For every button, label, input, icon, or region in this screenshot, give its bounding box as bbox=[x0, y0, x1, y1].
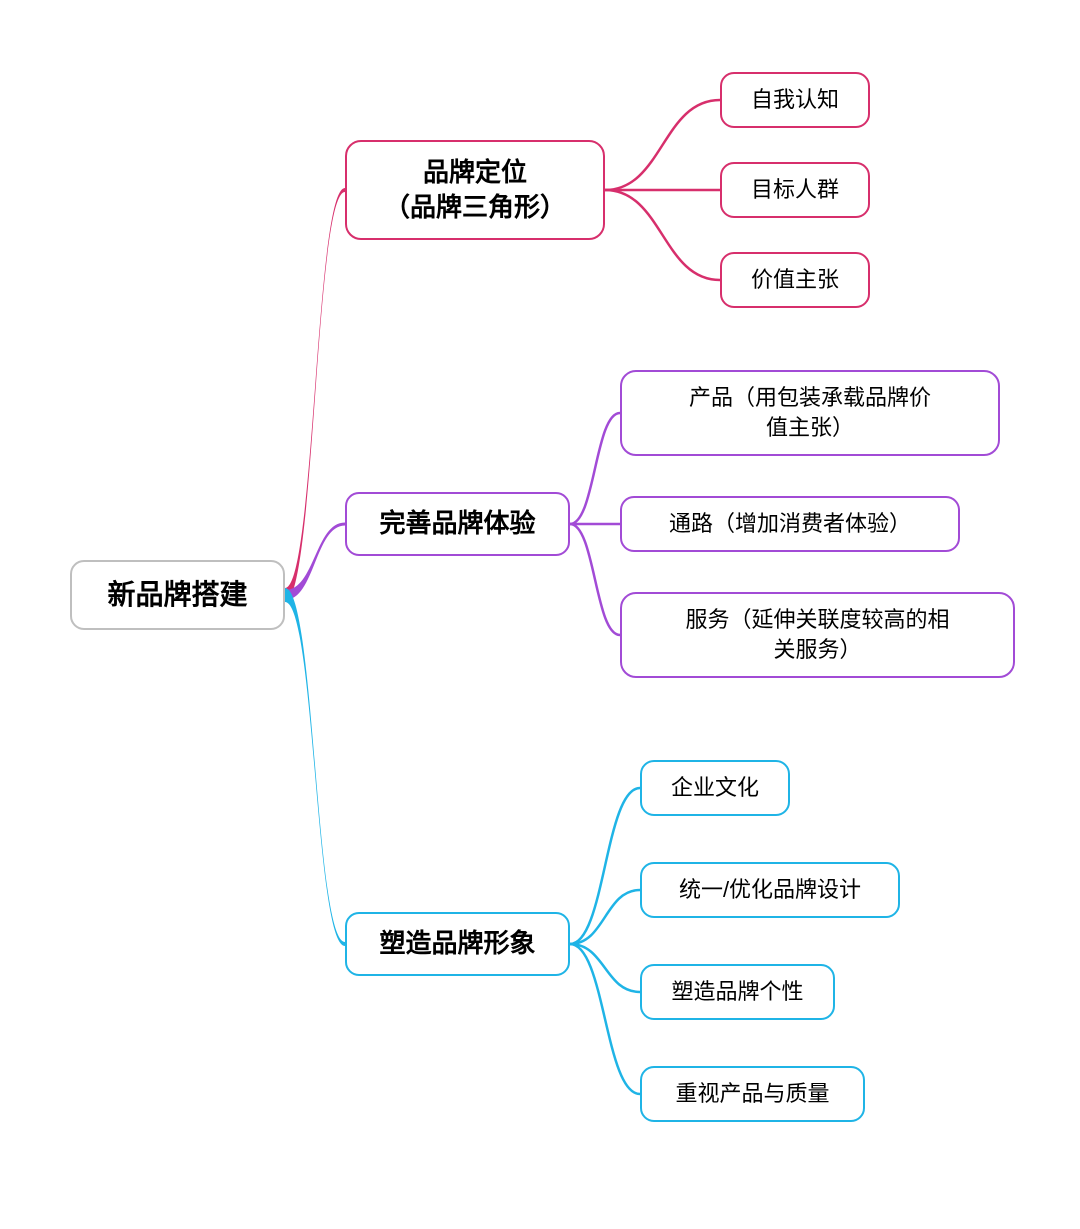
edge-trunk bbox=[285, 188, 345, 602]
node-b1c1: 自我认知 bbox=[720, 72, 870, 128]
edge bbox=[605, 190, 720, 280]
node-b2c1: 产品（用包装承载品牌价 值主张） bbox=[620, 370, 1000, 456]
node-b3c4: 重视产品与质量 bbox=[640, 1066, 865, 1122]
edge-trunk bbox=[285, 588, 345, 946]
node-b2c3: 服务（延伸关联度较高的相 关服务） bbox=[620, 592, 1015, 678]
edge bbox=[570, 944, 640, 1094]
node-b1c2: 目标人群 bbox=[720, 162, 870, 218]
edge bbox=[570, 413, 620, 524]
edge bbox=[570, 788, 640, 944]
edge-trunk bbox=[285, 523, 345, 601]
edge bbox=[570, 524, 620, 635]
node-b3: 塑造品牌形象 bbox=[345, 912, 570, 976]
node-b3c2: 统一/优化品牌设计 bbox=[640, 862, 900, 918]
edge bbox=[605, 100, 720, 190]
node-b3c1: 企业文化 bbox=[640, 760, 790, 816]
edge bbox=[570, 890, 640, 944]
node-b2c2: 通路（增加消费者体验） bbox=[620, 496, 960, 552]
node-b1c3: 价值主张 bbox=[720, 252, 870, 308]
mindmap-canvas: 新品牌搭建 品牌定位 （品牌三角形） 自我认知目标人群价值主张完善品牌体验产品（用包… bbox=[0, 0, 1080, 1229]
node-b3c3: 塑造品牌个性 bbox=[640, 964, 835, 1020]
node-b2: 完善品牌体验 bbox=[345, 492, 570, 556]
node-root: 新品牌搭建 bbox=[70, 560, 285, 630]
edge bbox=[570, 944, 640, 992]
node-b1: 品牌定位 （品牌三角形） bbox=[345, 140, 605, 240]
